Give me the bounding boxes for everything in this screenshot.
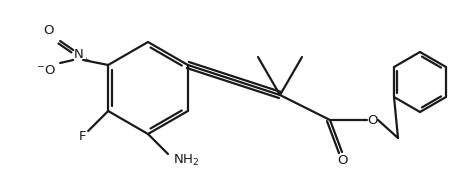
Text: $^{-}$O: $^{-}$O — [36, 64, 56, 77]
Text: NH$_2$: NH$_2$ — [173, 152, 199, 168]
Text: N: N — [73, 48, 83, 61]
Text: $^{+}$: $^{+}$ — [82, 57, 89, 67]
Text: O: O — [337, 153, 347, 166]
Text: F: F — [78, 131, 86, 144]
Text: O: O — [368, 113, 378, 126]
Text: O: O — [43, 23, 54, 36]
